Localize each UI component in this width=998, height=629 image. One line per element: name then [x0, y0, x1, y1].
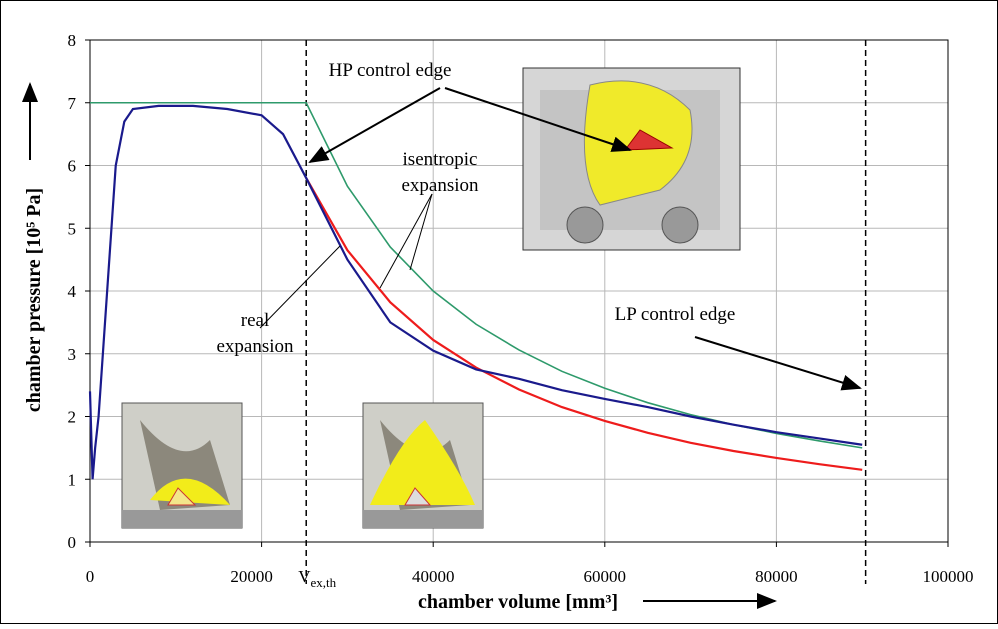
arrow [308, 87, 441, 163]
y-tick-label: 7 [68, 94, 77, 113]
vline-label-sub: ex,th [310, 575, 336, 590]
arrow [259, 245, 341, 329]
arrows [22, 82, 862, 609]
x-tick-label: 0 [86, 567, 95, 586]
inset-image [362, 402, 484, 529]
y-tick-label: 5 [68, 219, 77, 238]
annotation: HP control edge [329, 60, 452, 81]
y-tick-label: 3 [68, 345, 77, 364]
annotation: isentropic [403, 149, 478, 170]
y-tick-label: 4 [68, 282, 77, 301]
annotation: expansion [401, 175, 479, 196]
x-axis-label: chamber volume [mm³] [418, 591, 618, 613]
x-tick-label: 20000 [230, 567, 273, 586]
y-tick-label: 6 [68, 157, 77, 176]
plot-border [89, 39, 949, 543]
y-tick-label: 0 [68, 533, 77, 552]
arrow [444, 87, 632, 152]
plot: Vex,th [88, 39, 949, 590]
inset-image [121, 402, 243, 529]
y-axis-label: chamber pressure [10⁵ Pa] [23, 188, 45, 412]
x-tick-label: 60000 [584, 567, 627, 586]
inset-image [522, 67, 741, 251]
vline-label: Vex,th [298, 567, 336, 590]
arrow [409, 193, 433, 271]
arrow [379, 193, 433, 289]
y-tick-label: 1 [68, 470, 77, 489]
x-tick-label: 80000 [755, 567, 798, 586]
y-tick-label: 2 [68, 408, 77, 427]
annotation: real [241, 310, 269, 331]
y-tick-label: 8 [68, 31, 77, 50]
x-tick-label: 40000 [412, 567, 455, 586]
arrow [694, 336, 862, 391]
series-line [305, 177, 863, 471]
annotation: LP control edge [615, 304, 736, 325]
series-line [88, 104, 863, 480]
x-tick-label: 100000 [923, 567, 974, 586]
annotation: expansion [216, 336, 294, 357]
insets [121, 67, 741, 529]
vline-label-main: V [298, 567, 311, 586]
